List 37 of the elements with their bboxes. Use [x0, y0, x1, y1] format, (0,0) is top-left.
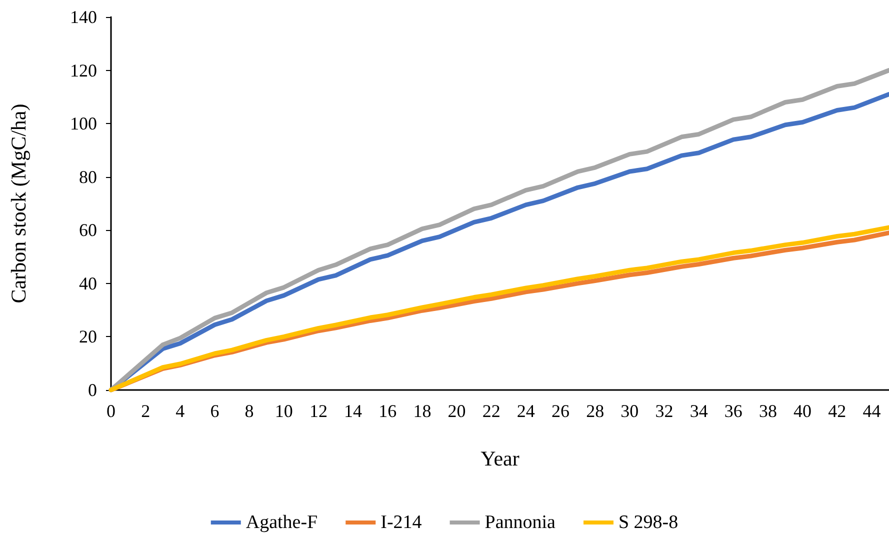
x-tick-label: 20 [448, 401, 466, 421]
x-tick-label: 16 [378, 401, 397, 421]
x-tick-label: 24 [516, 401, 535, 421]
x-tick-label: 26 [552, 401, 570, 421]
x-tick-label: 4 [176, 401, 185, 421]
x-tick-label: 12 [309, 401, 328, 421]
x-tick-label: 32 [655, 401, 674, 421]
y-tick-label: 120 [70, 60, 97, 80]
x-tick-label: 14 [344, 401, 362, 421]
x-axis-title: Year [480, 446, 520, 470]
x-tick-label: 28 [586, 401, 604, 421]
legend-label: Pannonia [484, 512, 556, 533]
x-tick-label: 18 [413, 401, 432, 421]
x-tick-label: 2 [141, 401, 150, 421]
y-tick-label: 140 [70, 7, 97, 27]
legend-label: Agathe-F [246, 512, 318, 533]
legend-label: S 298-8 [618, 512, 678, 533]
x-tick-label: 44 [862, 401, 881, 421]
x-tick-label: 34 [690, 401, 708, 421]
x-tick-label: 8 [244, 401, 254, 421]
x-tick-label: 30 [620, 401, 639, 421]
x-tick-label: 10 [274, 401, 293, 421]
y-tick-label: 20 [79, 326, 97, 347]
legend-label: I-214 [380, 512, 422, 533]
y-axis-title: Carbon stock (MgC/ha) [6, 104, 30, 304]
y-tick-label: 40 [79, 273, 97, 294]
y-tick-label: 0 [88, 380, 97, 400]
y-tick-label: 80 [79, 166, 97, 187]
x-tick-label: 42 [828, 401, 846, 421]
x-tick-label: 6 [210, 401, 220, 421]
y-tick-label: 100 [70, 114, 97, 134]
x-tick-label: 40 [794, 401, 812, 421]
x-tick-label: 22 [482, 401, 500, 421]
x-tick-label: 0 [106, 401, 116, 421]
x-tick-label: 36 [724, 401, 742, 421]
y-tick-label: 60 [79, 220, 97, 240]
x-tick-label: 38 [758, 401, 777, 421]
